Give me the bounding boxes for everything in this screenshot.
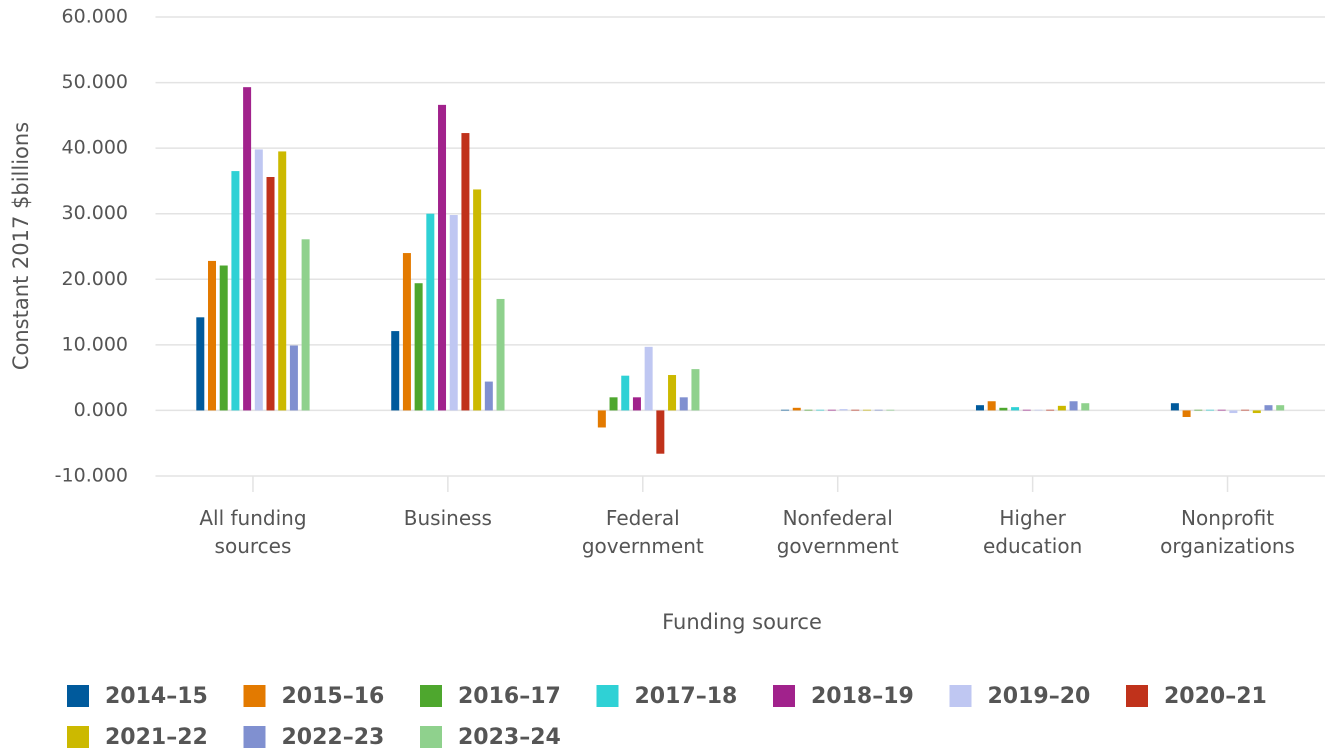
legend-swatch xyxy=(773,685,795,707)
bar xyxy=(1081,403,1090,411)
legend-label: 2022–23 xyxy=(282,725,385,750)
bar xyxy=(301,239,310,411)
bar xyxy=(1276,405,1285,411)
legend-swatch xyxy=(420,726,442,748)
bar xyxy=(391,331,400,411)
x-axis-label: Funding source xyxy=(662,610,822,634)
bar xyxy=(208,260,217,411)
y-tick-label: 10.000 xyxy=(62,333,128,355)
y-tick-label: 40.000 xyxy=(62,137,128,159)
bar xyxy=(254,149,263,411)
y-tick-label: 50.000 xyxy=(62,71,128,93)
bar xyxy=(691,369,700,411)
bar xyxy=(1229,410,1238,414)
legend-label: 2020–21 xyxy=(1164,684,1267,709)
x-tick-label: All funding sources xyxy=(199,506,307,558)
legend-swatch xyxy=(67,685,89,707)
y-axis-label: Constant 2017 $billions xyxy=(9,122,33,370)
legend-label: 2023–24 xyxy=(458,725,561,750)
bar xyxy=(231,171,240,411)
bar xyxy=(975,405,984,411)
bar xyxy=(816,409,825,411)
bar xyxy=(781,409,790,411)
legend-label: 2021–22 xyxy=(105,725,208,750)
bar xyxy=(414,283,423,411)
legend-label: 2017–18 xyxy=(635,684,738,709)
bar xyxy=(1011,407,1020,411)
x-tick-label: Business xyxy=(403,506,492,530)
bar xyxy=(243,87,252,411)
legend-label: 2016–17 xyxy=(458,684,561,709)
bar xyxy=(827,409,836,411)
y-tick-label: 60.000 xyxy=(62,6,128,28)
bar xyxy=(804,409,813,411)
bar xyxy=(1217,409,1226,411)
legend-label: 2015–16 xyxy=(282,684,385,709)
legend-swatch xyxy=(243,726,266,748)
bar xyxy=(597,410,606,428)
legend-label: 2014–15 xyxy=(105,684,208,709)
x-tick-label: Nonprofit organizations xyxy=(1160,506,1295,558)
legend-swatch xyxy=(67,726,89,748)
bar xyxy=(839,409,848,411)
bar xyxy=(1194,409,1203,411)
bar xyxy=(792,407,801,411)
bar xyxy=(449,215,458,411)
bar xyxy=(266,176,275,411)
legend-label: 2018–19 xyxy=(811,684,914,709)
bar xyxy=(1205,409,1214,411)
bar xyxy=(1252,410,1261,414)
bar xyxy=(644,346,653,411)
bar xyxy=(402,253,411,411)
bar xyxy=(851,409,860,411)
bar xyxy=(278,151,287,411)
bar xyxy=(999,407,1008,411)
x-tick-label: Federal government xyxy=(581,506,704,558)
bar xyxy=(656,410,665,454)
bar xyxy=(1034,409,1043,411)
bar xyxy=(461,133,470,411)
bar xyxy=(609,397,618,411)
bar xyxy=(438,104,447,411)
legend-label: 2019–20 xyxy=(988,684,1091,709)
legend-swatch xyxy=(243,685,266,707)
y-tick-label: -10.000 xyxy=(55,465,128,487)
bar xyxy=(1046,409,1055,411)
bar xyxy=(289,345,298,411)
legend-swatch xyxy=(949,685,972,707)
legend-swatch xyxy=(1126,685,1148,707)
bar xyxy=(1057,405,1066,411)
bar xyxy=(632,397,641,411)
bar xyxy=(886,409,895,411)
bar xyxy=(987,401,996,411)
y-tick-label: 0.000 xyxy=(74,399,128,421)
bar xyxy=(668,375,677,411)
bar xyxy=(679,397,688,411)
bar xyxy=(1182,410,1191,417)
bar xyxy=(862,409,871,411)
bar xyxy=(1170,403,1179,411)
bar xyxy=(196,317,205,411)
legend-swatch xyxy=(420,685,442,707)
bar xyxy=(874,409,883,411)
bar xyxy=(1264,405,1273,411)
x-tick-label: Nonfederal government xyxy=(776,506,899,558)
bar xyxy=(484,381,493,411)
legend-swatch xyxy=(596,685,619,707)
y-tick-label: 30.000 xyxy=(62,202,128,224)
bar xyxy=(426,213,435,411)
bar xyxy=(1241,409,1250,411)
bar xyxy=(1022,409,1031,411)
bar xyxy=(621,375,630,411)
bar xyxy=(1069,401,1078,411)
x-tick-label: Higher education xyxy=(983,506,1083,558)
y-tick-label: 20.000 xyxy=(62,268,128,290)
bar xyxy=(219,265,228,411)
bar xyxy=(496,298,505,411)
bar xyxy=(473,189,482,411)
